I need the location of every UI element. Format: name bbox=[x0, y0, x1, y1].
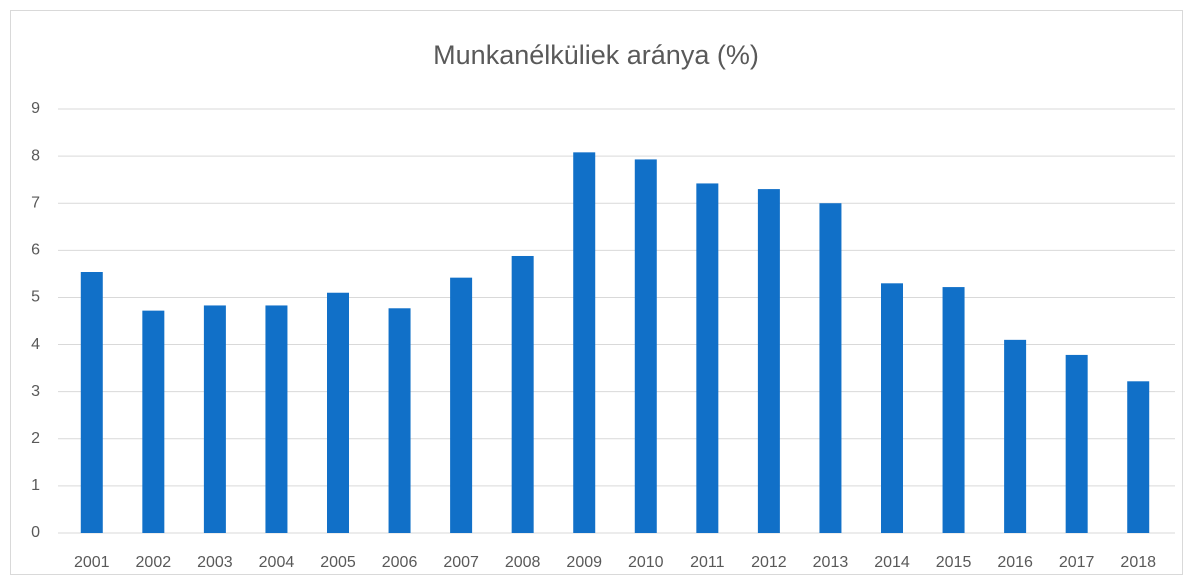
chart-title: Munkanélküliek aránya (%) bbox=[433, 40, 759, 70]
bar bbox=[388, 308, 411, 533]
x-tick-label: 2018 bbox=[1120, 554, 1156, 571]
bar bbox=[265, 305, 288, 533]
y-tick-label: 3 bbox=[31, 383, 40, 400]
y-tick-label: 1 bbox=[31, 477, 40, 494]
x-tick-label: 2014 bbox=[874, 554, 910, 571]
y-tick-label: 8 bbox=[31, 147, 40, 164]
bar bbox=[203, 305, 226, 533]
x-tick-label: 2012 bbox=[751, 554, 787, 571]
bar bbox=[142, 310, 165, 533]
bar bbox=[573, 152, 596, 533]
bar bbox=[942, 287, 965, 533]
x-tick-label: 2013 bbox=[813, 554, 849, 571]
y-tick-label: 2 bbox=[31, 430, 40, 447]
x-tick-label: 2004 bbox=[259, 554, 295, 571]
bar bbox=[1004, 339, 1027, 533]
bar bbox=[757, 189, 780, 534]
y-tick-label: 0 bbox=[31, 524, 40, 541]
y-tick-label: 9 bbox=[31, 100, 40, 117]
x-tick-label: 2016 bbox=[997, 554, 1033, 571]
x-tick-label: 2003 bbox=[197, 554, 233, 571]
bar bbox=[511, 255, 534, 533]
bar bbox=[80, 272, 103, 533]
x-tick-label: 2006 bbox=[382, 554, 418, 571]
x-tick-label: 2009 bbox=[566, 554, 602, 571]
bar bbox=[819, 203, 842, 533]
x-tick-label: 2005 bbox=[320, 554, 356, 571]
x-tick-label: 2001 bbox=[74, 554, 110, 571]
x-tick-label: 2011 bbox=[690, 554, 725, 571]
y-tick-label: 7 bbox=[31, 194, 40, 211]
bar bbox=[634, 159, 657, 534]
y-tick-label: 6 bbox=[31, 242, 40, 259]
y-tick-label: 5 bbox=[31, 289, 40, 306]
bar bbox=[450, 277, 473, 533]
x-tick-label: 2010 bbox=[628, 554, 664, 571]
x-tick-label: 2017 bbox=[1059, 554, 1095, 571]
bar bbox=[1065, 354, 1088, 533]
x-tick-label: 2002 bbox=[136, 554, 172, 571]
bar bbox=[327, 292, 349, 533]
bar bbox=[881, 283, 903, 533]
x-tick-label: 2015 bbox=[936, 554, 972, 571]
bar bbox=[1127, 381, 1150, 533]
y-tick-label: 4 bbox=[31, 336, 40, 353]
x-tick-label: 2008 bbox=[505, 554, 541, 571]
bar bbox=[696, 183, 719, 534]
x-tick-label: 2007 bbox=[443, 554, 479, 571]
